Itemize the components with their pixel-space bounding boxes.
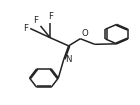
Text: F: F — [33, 16, 38, 25]
Text: N: N — [66, 55, 72, 64]
Text: O: O — [82, 29, 89, 38]
Text: F: F — [23, 24, 28, 33]
Text: F: F — [48, 12, 53, 21]
